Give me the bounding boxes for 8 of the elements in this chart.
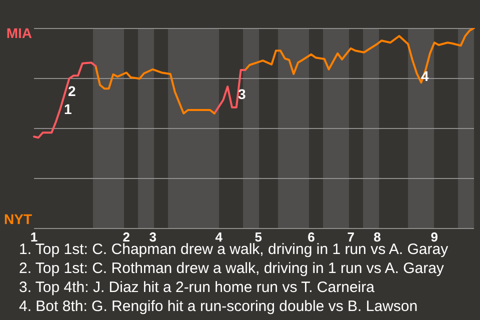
annotation: 2 (68, 82, 76, 99)
text: MIA (6, 24, 32, 41)
annotation: 3 (238, 86, 246, 102)
text: 3. Top 4th: J. Diaz hit a 2-run home run vs T. Carneira (19, 278, 376, 297)
annotation: 1 (64, 100, 72, 117)
text: NYT (4, 210, 32, 227)
text: 4. Bot 8th: G. Rengifo hit a run-scoring double vs B. Lawson (19, 297, 419, 316)
text: 2. Top 1st: C. Rothman drew a walk, driving in 1 run vs A. Garay (19, 259, 445, 278)
